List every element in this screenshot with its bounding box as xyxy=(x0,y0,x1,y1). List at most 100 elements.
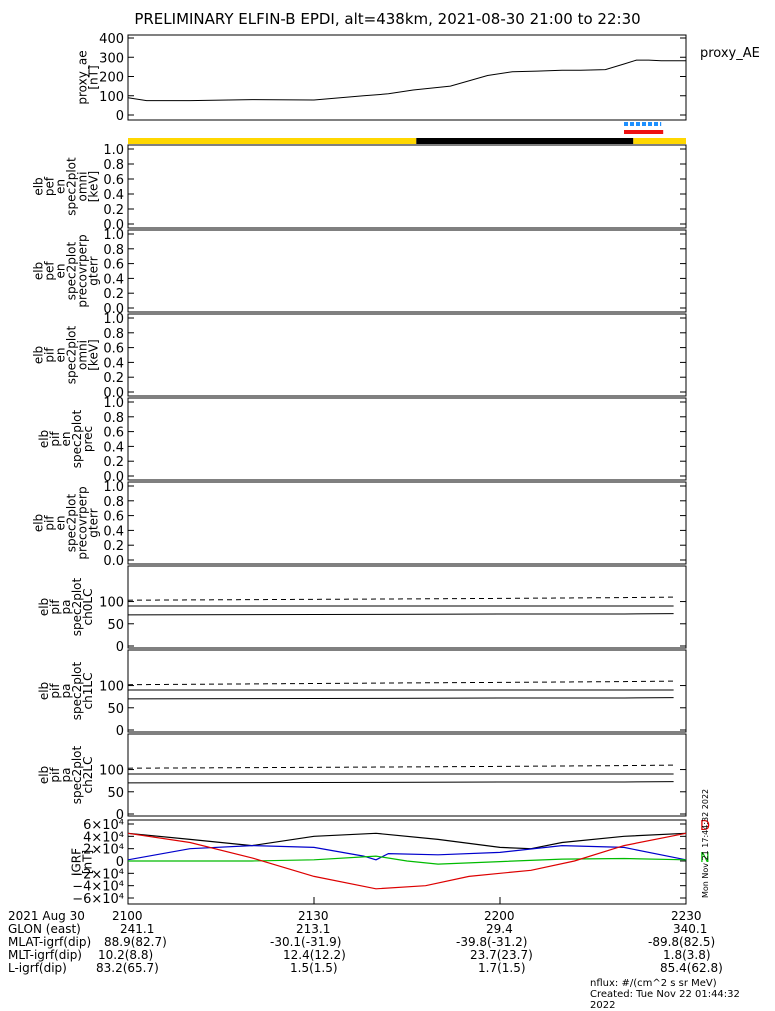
time-tick-label: 2230 xyxy=(671,909,702,923)
panel-frame xyxy=(127,229,687,313)
axis-label: elb xyxy=(37,598,51,616)
footer-value: 29.4 xyxy=(486,922,513,936)
y-tick-label: 0.8 xyxy=(103,411,124,426)
axis-label: elb xyxy=(37,682,51,700)
y-tick-label: 0.8 xyxy=(103,495,124,510)
axis-label: pef xyxy=(43,176,57,196)
axis-label: elb xyxy=(32,346,46,364)
axis-label: en xyxy=(54,516,68,531)
y-tick-label: 0.4 xyxy=(103,356,124,371)
y-tick-label: 0.4 xyxy=(103,440,124,455)
proxy-ae-line xyxy=(127,59,686,102)
footer-glon-row: GLON (east) 241.1 213.1 29.4 340.1 xyxy=(0,922,775,936)
y-tick-label: 0 xyxy=(116,855,124,870)
axis-label: spec2plot xyxy=(70,745,84,804)
y-tick-label: 0.0 xyxy=(103,302,124,317)
y-tick-label: 0.2 xyxy=(103,539,124,554)
y-tick-label: 0.2 xyxy=(103,455,124,470)
pa-series-line xyxy=(127,613,674,616)
created-note: Created: Tue Nov 22 01:44:32 2022 xyxy=(590,989,740,1011)
y-tick-label: 0.4 xyxy=(103,188,124,203)
footer-row-label: GLON (east) xyxy=(8,922,81,936)
y-tick-label: 0.6 xyxy=(103,258,124,273)
igrf-black-line xyxy=(127,832,687,850)
axis-label: elb xyxy=(32,514,46,532)
y-tick-label: 50 xyxy=(107,618,124,633)
footer-date: 2021 Aug 30 xyxy=(8,909,85,923)
y-tick-label: 0.6 xyxy=(103,173,124,188)
axis-label: elb xyxy=(32,262,46,280)
panel-frame xyxy=(127,819,687,905)
y-tick-label: −6×10⁴ xyxy=(72,892,124,907)
footer-value: 12.4(12.2) xyxy=(283,948,346,962)
y-tick-label: 0 xyxy=(116,724,124,739)
footer-value: 213.1 xyxy=(296,922,331,936)
axis-label: [nT] xyxy=(81,850,95,874)
y-tick-label: 0.2 xyxy=(103,371,124,386)
axis-label: omni xyxy=(76,340,90,370)
panel-frame xyxy=(127,565,687,649)
footer-value: 1.8(3.8) xyxy=(663,948,711,962)
igrf-red-line xyxy=(127,832,687,890)
plot-title: PRELIMINARY ELFIN-B EPDI, alt=438km, 202… xyxy=(134,10,641,28)
axis-label: en xyxy=(54,264,68,279)
y-tick-label: 0.0 xyxy=(103,218,124,233)
y-tick-label: 0.0 xyxy=(103,470,124,485)
y-tick-label: 0 xyxy=(116,640,124,655)
panel-frame xyxy=(127,733,687,817)
y-tick-label: 0.6 xyxy=(103,510,124,525)
footer-value: 1.7(1.5) xyxy=(478,961,526,975)
footer-value: 241.1 xyxy=(120,922,155,936)
footer-row-label: MLAT-igrf(dip) xyxy=(8,935,92,949)
axis-label: [keV] xyxy=(87,171,101,202)
footer-mlt-row: MLT-igrf(dip) 10.2(8.8) 12.4(12.2) 23.7(… xyxy=(0,948,775,962)
axis-label: pif xyxy=(48,683,62,699)
y-tick-label: 0 xyxy=(116,808,124,823)
time-tick-label: 2130 xyxy=(298,909,329,923)
pa-series-line xyxy=(127,764,674,769)
axis-label: precovrperp xyxy=(76,486,90,559)
axis-label: elb xyxy=(37,766,51,784)
y-tick-label: 1.0 xyxy=(103,228,124,243)
axis-label: spec2plot xyxy=(65,241,79,300)
y-tick-label: 50 xyxy=(107,786,124,801)
y-tick-label: 1.0 xyxy=(103,396,124,411)
footer-value: -30.1(-31.9) xyxy=(270,935,342,949)
footer-row-label: MLT-igrf(dip) xyxy=(8,948,82,962)
axis-label: IGRF xyxy=(70,848,84,876)
footer-value: -89.8(82.5) xyxy=(648,935,716,949)
footer-value: 10.2(8.8) xyxy=(98,948,154,962)
pa-series-line xyxy=(127,596,674,601)
footer-value: 88.9(82.7) xyxy=(104,935,167,949)
axis-label: elb xyxy=(37,430,51,448)
y-tick-label: 4×10⁴ xyxy=(83,830,124,845)
panel-frame xyxy=(127,313,687,397)
y-tick-label: 0.6 xyxy=(103,342,124,357)
y-tick-label: 0 xyxy=(116,109,124,124)
y-tick-label: 0.8 xyxy=(103,243,124,258)
sunlit-bar-segment xyxy=(633,138,686,144)
axis-label: pa xyxy=(59,768,73,783)
legend-N: N xyxy=(700,851,710,866)
y-tick-label: 0.4 xyxy=(103,524,124,539)
nflux-note: nflux: #/(cm^2 s sr MeV) xyxy=(590,978,717,989)
legend-D: D xyxy=(700,819,710,834)
y-tick-label: 100 xyxy=(99,90,124,105)
pa-series-line xyxy=(127,680,674,686)
time-tick-label: 2200 xyxy=(484,909,515,923)
y-tick-label: 1.0 xyxy=(103,312,124,327)
y-tick-label: 0.0 xyxy=(103,386,124,401)
axis-label: spec2plot xyxy=(65,493,79,552)
axis-label: [nT] xyxy=(87,65,101,89)
time-tick-label: 2100 xyxy=(112,909,143,923)
y-tick-label: 300 xyxy=(99,51,124,66)
axis-label: spec2plot xyxy=(70,661,84,720)
y-tick-label: 0.8 xyxy=(103,327,124,342)
footer-time-row: 2021 Aug 30 2100 2130 2200 2230 xyxy=(0,909,775,923)
proxy-ae-legend: proxy_AE xyxy=(700,46,760,61)
axis-label: pef xyxy=(43,261,57,281)
axis-label: pa xyxy=(59,684,73,699)
axis-label: gterr xyxy=(87,508,101,537)
panel-frame xyxy=(127,397,687,481)
